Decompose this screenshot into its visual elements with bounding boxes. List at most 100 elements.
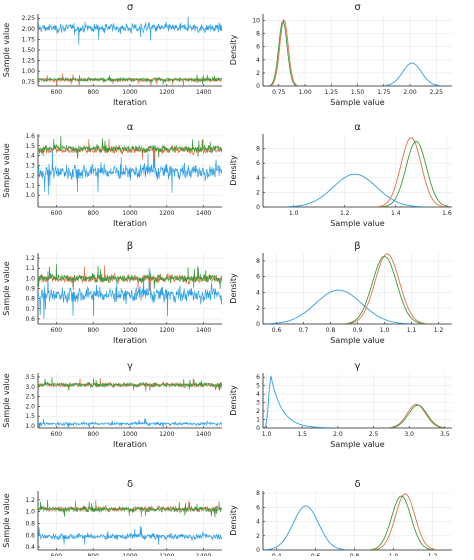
y-tick-label: 0 — [256, 83, 260, 90]
y-tick-label: 1.25 — [22, 58, 36, 65]
trace-panel: γ 600 800 1000 1200 1400 1.0 1.5 2.0 2.5 3.0 3.5 Ite… — [2, 361, 222, 449]
y-tick-label: 0.7 — [25, 306, 35, 313]
trace-panel: β 600 800 1000 1200 1400 0.6 0.7 0.8 0.9 1.0 1.1 1.2… — [2, 241, 222, 345]
y-axis-label: Density — [229, 35, 238, 66]
density-series-3 — [390, 404, 445, 428]
y-tick-label: 4 — [256, 289, 260, 296]
y-tick-label: 0.75 — [22, 79, 36, 86]
density-series-2 — [270, 18, 298, 86]
y-tick-label: 3 — [256, 400, 260, 407]
y-tick-label: 0.9 — [25, 286, 35, 293]
density-panel: α 1.0 1.2 1.4 1.6 0 2 4 6 8 Sample value Density — [229, 122, 452, 228]
x-tick-label: 2.0 — [333, 431, 343, 438]
density-series-1 — [384, 62, 442, 86]
x-axis-label: Sample value — [330, 440, 384, 449]
panel-title: γ — [127, 361, 133, 372]
panel-title: β — [127, 241, 133, 252]
x-tick-label: 1.2 — [340, 210, 350, 217]
y-axis-label: Sample value — [2, 493, 11, 547]
x-tick-label: 1.6 — [442, 210, 452, 217]
y-axis-label: Density — [229, 385, 238, 416]
y-tick-label: 2.00 — [22, 26, 36, 33]
x-tick-label: 800 — [87, 431, 99, 438]
y-tick-label: 2.0 — [25, 403, 35, 410]
y-axis-label: Density — [229, 155, 238, 186]
y-tick-label: 1 — [256, 417, 260, 424]
y-tick-label: 0.4 — [25, 544, 35, 551]
x-tick-label: 1200 — [159, 210, 174, 217]
y-tick-label: 2 — [256, 305, 260, 312]
x-tick-label: 1.2 — [434, 327, 444, 334]
x-tick-label: 1000 — [122, 210, 137, 217]
density-panel: σ 0.75 1.00 1.25 1.50 1.75 2.00 2.25 0 2 4 6 8 10 Samp… — [229, 2, 452, 107]
x-tick-label: 0.8 — [326, 327, 336, 334]
y-axis-label: Sample value — [2, 373, 11, 427]
y-tick-label: 6 — [256, 374, 260, 381]
y-tick-label: 2 — [256, 533, 260, 540]
y-tick-label: 0 — [256, 321, 260, 328]
panel-title: σ — [354, 2, 361, 13]
panel-title: δ — [127, 479, 133, 490]
x-tick-label: 1400 — [196, 210, 211, 217]
y-tick-label: 6 — [256, 44, 260, 51]
y-tick-label: 1.0 — [25, 192, 35, 199]
y-tick-label: 1.00 — [22, 68, 36, 75]
x-axis-label: Iteration — [113, 219, 147, 228]
trace-series-1 — [38, 418, 222, 428]
density-series-1 — [286, 173, 424, 207]
y-tick-label: 8 — [256, 490, 260, 497]
y-tick-label: 2.25 — [22, 15, 36, 22]
x-tick-label: 800 — [87, 210, 99, 217]
x-tick-label: 1.4 — [391, 210, 401, 217]
x-tick-label: 1.0 — [380, 327, 390, 334]
y-tick-label: 1.3 — [25, 163, 35, 170]
x-tick-label: 1200 — [159, 327, 174, 334]
x-tick-label: 1200 — [159, 431, 174, 438]
trace-series-1 — [38, 16, 222, 45]
x-tick-label: 1.0 — [262, 431, 272, 438]
y-tick-label: 8 — [256, 258, 260, 265]
x-tick-label: 1.1 — [407, 327, 417, 334]
y-axis-label: Sample value — [2, 261, 11, 315]
panel-title: δ — [354, 479, 360, 490]
density-panel: γ 1.0 1.5 2.0 2.5 3.0 3.5 01 23 45 6 Sample value De… — [229, 361, 452, 449]
y-tick-label: 3.0 — [25, 384, 35, 391]
trace-series-3 — [38, 74, 222, 85]
y-tick-label: 1.0 — [25, 275, 35, 282]
y-tick-label: 1.75 — [22, 36, 36, 43]
x-axis-label: Sample value — [330, 219, 384, 228]
y-tick-label: 8 — [256, 31, 260, 38]
panel-title: γ — [355, 361, 361, 372]
density-series-3 — [344, 255, 426, 324]
y-tick-label: 1.0 — [25, 423, 35, 430]
y-tick-label: 0.6 — [25, 316, 35, 323]
y-tick-label: 2 — [256, 408, 260, 415]
y-tick-label: 1.0 — [25, 509, 35, 516]
x-tick-label: 0.6 — [272, 327, 282, 334]
trace-series-1 — [38, 526, 222, 545]
panel-title: β — [354, 241, 360, 252]
panel-title: α — [354, 122, 361, 133]
y-tick-label: 6 — [256, 160, 260, 167]
y-tick-label: 6 — [256, 504, 260, 511]
density-series-3 — [269, 20, 297, 86]
y-axis-label: Sample value — [2, 143, 11, 197]
y-tick-label: 2.5 — [25, 394, 35, 401]
x-tick-label: 2.5 — [369, 431, 379, 438]
y-tick-label: 0.8 — [25, 520, 35, 527]
y-tick-label: 4 — [256, 175, 260, 182]
y-tick-label: 4 — [256, 519, 260, 526]
y-axis-label: Density — [229, 505, 238, 536]
x-tick-label: 0.7 — [299, 327, 309, 334]
density-series-2 — [373, 493, 437, 550]
density-series-2 — [346, 253, 427, 324]
x-tick-label: 1400 — [196, 327, 211, 334]
y-tick-label: 2 — [256, 189, 260, 196]
trace-panel: α 600 800 1000 1200 1400 1.0 1.1 1.2 1.3 1.4 1.5 1.6… — [2, 122, 222, 228]
y-axis-label: Density — [229, 273, 238, 304]
y-tick-label: 1.2 — [25, 255, 35, 262]
x-tick-label: 600 — [51, 327, 63, 334]
